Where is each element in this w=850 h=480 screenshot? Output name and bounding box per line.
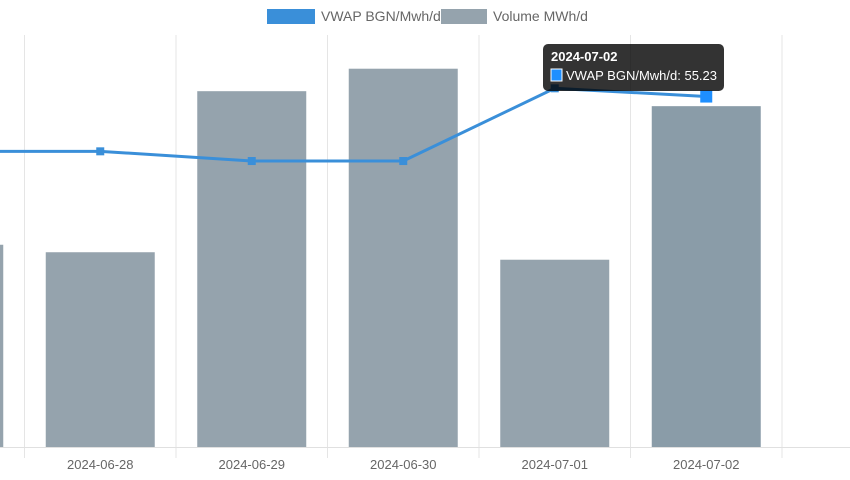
x-tick-label: 2024-07-02 bbox=[673, 457, 740, 472]
tooltip: 2024-07-02 VWAP BGN/Mwh/d: 55.23 bbox=[543, 44, 724, 91]
volume-bar[interactable] bbox=[348, 68, 458, 447]
vwap-point[interactable] bbox=[96, 147, 105, 156]
tooltip-swatch bbox=[550, 68, 563, 82]
legend-item-volume[interactable]: Volume MWh/d bbox=[441, 8, 588, 24]
legend-item-vwap[interactable]: VWAP BGN/Mwh/d bbox=[267, 8, 441, 24]
x-tick-label: 2024-07-01 bbox=[522, 457, 589, 472]
legend-label-volume: Volume MWh/d bbox=[493, 8, 588, 24]
x-axis: 2024-06-272024-06-282024-06-292024-06-30… bbox=[67, 457, 740, 472]
legend-swatch-vwap bbox=[267, 9, 315, 24]
legend: VWAP BGN/Mwh/d Volume MWh/d bbox=[267, 8, 588, 24]
x-tick-label: 2024-06-30 bbox=[370, 457, 437, 472]
volume-bar[interactable] bbox=[500, 259, 610, 447]
volume-bar[interactable] bbox=[0, 244, 4, 447]
x-tick-label: 2024-06-29 bbox=[219, 457, 286, 472]
volume-bar[interactable] bbox=[45, 252, 155, 447]
tooltip-box bbox=[543, 44, 724, 91]
volume-bars bbox=[0, 68, 761, 447]
grid bbox=[0, 35, 850, 458]
x-tick-label: 2024-06-28 bbox=[67, 457, 134, 472]
legend-swatch-volume bbox=[441, 9, 487, 24]
tooltip-title: 2024-07-02 bbox=[551, 49, 618, 64]
vwap-point[interactable] bbox=[399, 157, 408, 166]
legend-label-vwap: VWAP BGN/Mwh/d bbox=[321, 8, 441, 24]
tooltip-label: VWAP BGN/Mwh/d: 55.23 bbox=[566, 68, 717, 83]
volume-bar[interactable] bbox=[197, 91, 307, 447]
vwap-point[interactable] bbox=[700, 90, 713, 103]
vwap-point[interactable] bbox=[247, 157, 256, 166]
volume-bar[interactable] bbox=[651, 106, 761, 447]
